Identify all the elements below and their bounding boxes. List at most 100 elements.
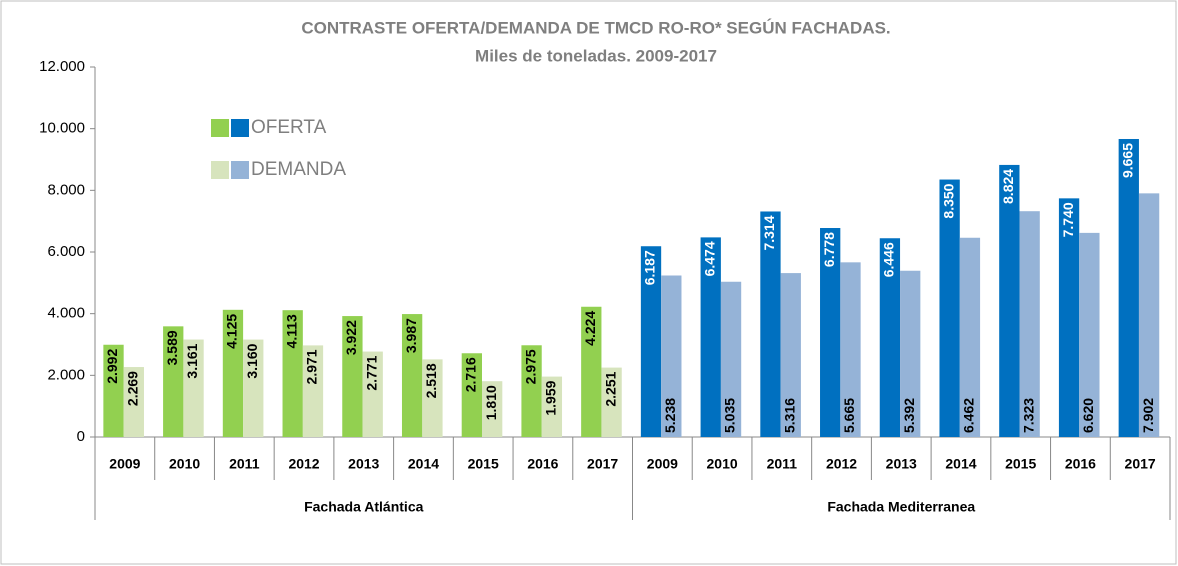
x-tick-label: 2011	[767, 456, 798, 472]
bar	[243, 339, 264, 437]
x-tick-label: 2009	[109, 456, 140, 472]
bar	[601, 367, 622, 437]
bar	[1118, 138, 1139, 437]
chart-subtitle: Miles de toneladas. 2009-2017	[475, 46, 717, 65]
value-label: 2.518	[423, 363, 439, 398]
value-label: 5.665	[841, 398, 857, 433]
value-label: 2.716	[463, 357, 479, 392]
value-label: 3.589	[164, 330, 180, 365]
bar	[521, 345, 542, 437]
value-label: 2.269	[125, 371, 141, 406]
x-tick-label: 2017	[587, 456, 618, 472]
bar	[581, 306, 602, 437]
bar	[541, 376, 563, 437]
x-tick-label: 2017	[1125, 456, 1156, 472]
bar	[123, 367, 144, 437]
x-tick-label: 2012	[288, 456, 319, 472]
value-label: 5.238	[662, 398, 678, 433]
value-label: 2.971	[304, 349, 320, 384]
x-tick-label: 2015	[468, 456, 499, 472]
value-label: 8.824	[1000, 169, 1016, 204]
bar	[840, 262, 861, 437]
x-tick-label: 2013	[348, 456, 379, 472]
value-label: 2.975	[522, 349, 538, 384]
legend-label: DEMANDA	[251, 159, 346, 180]
bar	[959, 237, 981, 437]
value-label: 6.446	[881, 242, 897, 277]
legend-label: OFERTA	[251, 117, 327, 138]
bar	[401, 314, 423, 437]
x-tick-label: 2014	[945, 456, 976, 472]
value-label: 6.187	[642, 250, 658, 285]
legend-swatch	[231, 161, 249, 179]
bar	[222, 309, 244, 437]
bar	[282, 310, 303, 437]
x-tick-label: 2014	[408, 456, 439, 472]
value-label: 5.392	[901, 398, 917, 433]
value-label: 7.314	[761, 215, 777, 250]
group-label: Fachada Atlántica	[304, 499, 424, 515]
value-label: 8.350	[940, 183, 956, 218]
y-tick-label: 12.000	[39, 58, 85, 75]
y-tick-label: 10.000	[39, 120, 85, 137]
bar	[780, 273, 801, 437]
bar	[1079, 232, 1100, 437]
y-tick-label: 4.000	[47, 305, 85, 322]
value-label: 6.474	[701, 241, 717, 276]
bar	[103, 344, 124, 437]
value-label: 7.902	[1140, 398, 1156, 433]
bar	[900, 270, 921, 437]
legend-swatch	[211, 119, 229, 137]
x-tick-label: 2010	[169, 456, 200, 472]
bar	[482, 381, 503, 437]
x-tick-label: 2012	[826, 456, 857, 472]
value-label: 5.316	[781, 398, 797, 433]
bar	[760, 211, 781, 437]
y-tick-label: 0	[77, 428, 85, 445]
y-tick-label: 6.000	[47, 243, 85, 260]
x-tick-label: 2016	[527, 456, 558, 472]
bar	[183, 339, 204, 437]
value-label: 6.778	[821, 232, 837, 267]
value-label: 5.035	[722, 398, 738, 433]
bar	[342, 316, 363, 437]
value-label: 1.959	[543, 380, 559, 415]
value-label: 3.160	[244, 343, 260, 378]
y-tick-label: 2.000	[47, 366, 85, 383]
bar	[163, 326, 184, 437]
bar	[461, 353, 482, 437]
value-label: 6.620	[1080, 398, 1096, 433]
bar	[700, 237, 721, 437]
value-label: 3.161	[184, 343, 200, 378]
value-label: 4.224	[582, 311, 598, 346]
legend-swatch	[211, 161, 229, 179]
x-tick-label: 2015	[1005, 456, 1036, 472]
value-label: 2.992	[104, 349, 120, 384]
x-tick-label: 2013	[886, 456, 917, 472]
x-tick-label: 2010	[707, 456, 738, 472]
bar	[820, 228, 841, 437]
bar	[999, 164, 1020, 437]
bar	[1058, 198, 1080, 437]
value-label: 3.922	[343, 320, 359, 355]
value-label: 4.113	[283, 314, 299, 348]
bar	[362, 351, 383, 437]
value-label: 1.810	[483, 385, 499, 420]
bar	[1138, 193, 1160, 437]
bar	[939, 179, 960, 437]
bar	[640, 246, 662, 437]
bar	[879, 238, 901, 437]
x-tick-label: 2016	[1065, 456, 1096, 472]
bar	[302, 345, 324, 437]
bar	[422, 359, 443, 437]
bar	[661, 275, 682, 437]
y-tick-label: 8.000	[47, 181, 85, 198]
bar	[720, 281, 742, 437]
value-label: 7.323	[1020, 398, 1036, 433]
value-label: 6.462	[961, 398, 977, 433]
bar	[1019, 211, 1040, 437]
value-label: 3.987	[403, 318, 419, 353]
value-label: 2.251	[602, 371, 618, 406]
